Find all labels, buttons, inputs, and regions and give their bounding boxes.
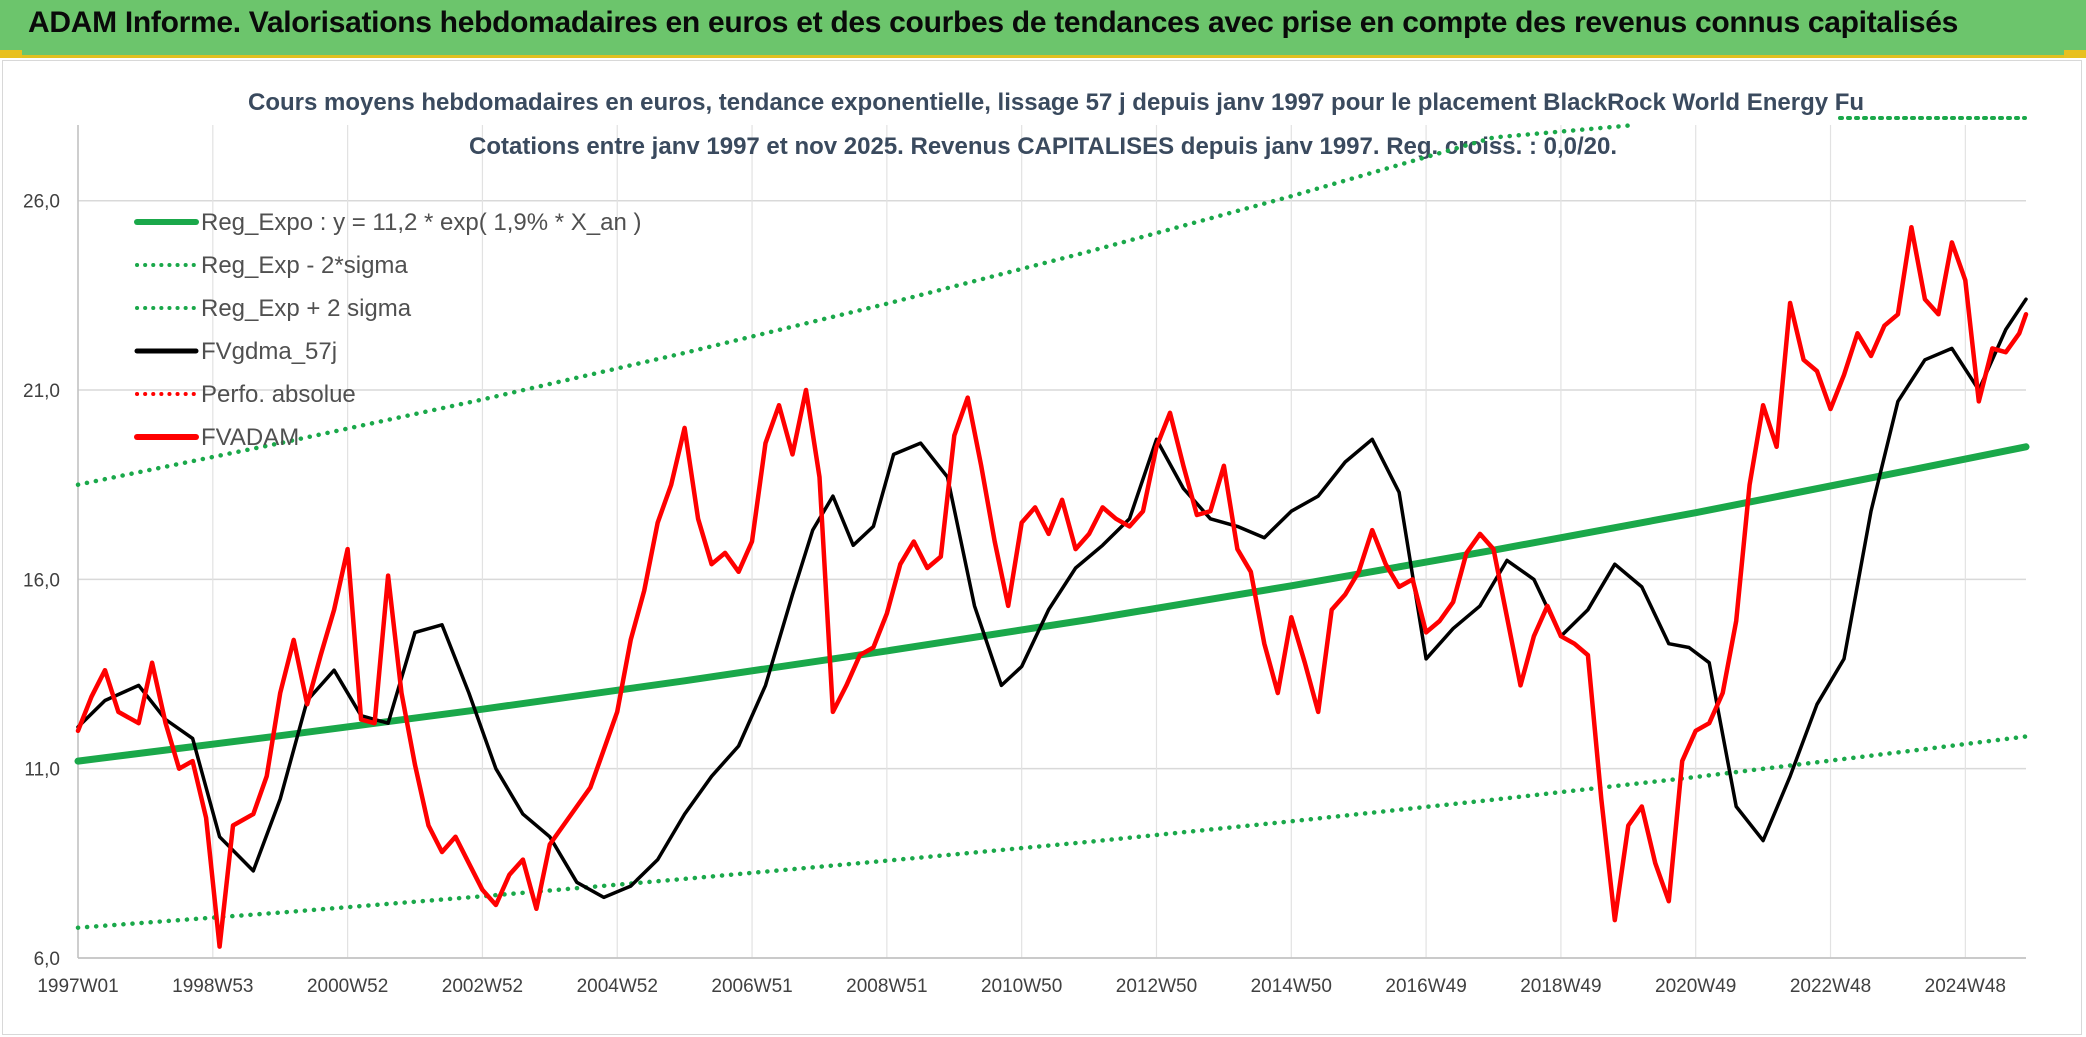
x-tick-label: 2022W48: [1790, 976, 1871, 997]
chart-series: [74, 122, 2030, 949]
x-tick-label: 2018W49: [1520, 976, 1601, 997]
series-line: [75, 734, 2029, 930]
x-tick-label: 2008W51: [846, 976, 927, 997]
legend-label: Reg_Exp + 2 sigma: [201, 295, 412, 322]
chart-grid: [77, 125, 2026, 959]
legend-label: FVgdma_57j: [201, 338, 337, 365]
x-tick-label: 2014W50: [1251, 976, 1332, 997]
report-banner: ADAM Informe. Valorisations hebdomadaire…: [0, 0, 2086, 58]
x-tick-label: 2004W52: [577, 976, 658, 997]
x-tick-label: 2012W50: [1116, 976, 1197, 997]
series-line: [75, 224, 2029, 949]
x-tick-label: 1997W01: [37, 976, 118, 997]
legend-label: Perfo. absolue: [201, 381, 356, 408]
x-tick-label: 2000W52: [307, 976, 388, 997]
x-tick-label: 2016W49: [1385, 976, 1466, 997]
chart-title-line-1: Cours moyens hebdomadaires en euros, ten…: [248, 89, 1864, 116]
legend-label: Reg_Expo : y = 11,2 * exp( 1,9% * X_an ): [201, 209, 641, 236]
y-tick-label: 16,0: [23, 570, 60, 591]
y-tick-label: 11,0: [24, 760, 60, 781]
series-line: [75, 122, 1638, 487]
corner-marker-left: [0, 50, 22, 58]
x-tick-label: 2020W49: [1655, 976, 1736, 997]
report-title: ADAM Informe. Valorisations hebdomadaire…: [28, 6, 1959, 39]
y-tick-label: 26,0: [23, 192, 60, 213]
legend-label: Reg_Exp - 2*sigma: [201, 252, 408, 279]
y-tick-label: 21,0: [23, 381, 60, 402]
chart-legend: Reg_Expo : y = 11,2 * exp( 1,9% * X_an )…: [134, 209, 641, 451]
chart-title-line-2: Cotations entre janv 1997 et nov 2025. R…: [469, 133, 1617, 160]
legend-label: FVADAM: [201, 424, 299, 451]
x-tick-label: 2002W52: [442, 976, 523, 997]
x-tick-label: 2006W51: [711, 976, 792, 997]
y-tick-label: 6,0: [34, 949, 60, 970]
series-line: [74, 443, 2030, 765]
x-tick-label: 2024W48: [1925, 976, 2006, 997]
y-axis-ticks: 6,0 11,0 16,0 21,0 26,0: [23, 192, 60, 970]
x-axis-ticks: 1997W01 1998W53 2000W52 2002W52 2004W52 2006W…: [37, 976, 2006, 997]
series-line: [76, 297, 2028, 900]
x-tick-label: 2010W50: [981, 976, 1062, 997]
corner-marker-right: [2064, 50, 2086, 58]
chart-frame: [2, 60, 2082, 1035]
x-tick-label: 1998W53: [172, 976, 253, 997]
